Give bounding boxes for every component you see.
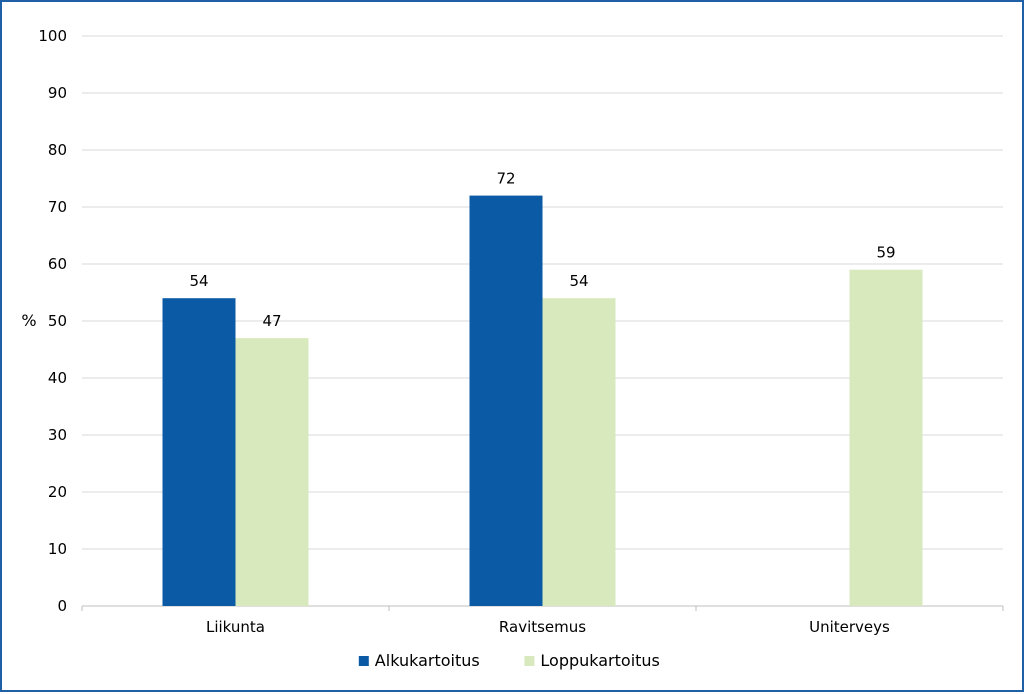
bar-alkukartoitus-liikunta xyxy=(162,298,236,606)
data-label-loppukartoitus-liikunta: 47 xyxy=(262,312,281,330)
y-tick-label-60: 60 xyxy=(48,255,67,273)
data-labels: 54 72 47 54 59 xyxy=(189,170,895,331)
bars xyxy=(162,195,923,606)
x-tick-label-ravitsemus: Ravitsemus xyxy=(499,618,586,636)
y-tick-label-40: 40 xyxy=(48,369,67,387)
data-label-alkukartoitus-liikunta: 54 xyxy=(189,272,208,290)
x-tick-label-liikunta: Liikunta xyxy=(206,618,265,636)
y-tick-label-70: 70 xyxy=(48,198,67,216)
y-tick-label-90: 90 xyxy=(48,84,67,102)
y-tick-label-80: 80 xyxy=(48,141,67,159)
data-label-loppukartoitus-uniterveys: 59 xyxy=(876,244,895,262)
legend-label-alkukartoitus: Alkukartoitus xyxy=(375,651,480,670)
y-tick-label-30: 30 xyxy=(48,426,67,444)
y-axis: 0 10 20 30 40 50 60 70 80 90 100 xyxy=(38,27,67,615)
y-tick-label-0: 0 xyxy=(57,597,67,615)
legend-label-loppukartoitus: Loppukartoitus xyxy=(540,651,660,670)
bar-alkukartoitus-ravitsemus xyxy=(469,195,543,606)
legend-swatch-loppukartoitus xyxy=(524,656,535,666)
legend: Alkukartoitus Loppukartoitus xyxy=(358,651,660,670)
bar-loppukartoitus-liikunta xyxy=(235,338,309,606)
legend-swatch-alkukartoitus xyxy=(358,656,369,666)
y-tick-label-20: 20 xyxy=(48,483,67,501)
x-axis: Liikunta Ravitsemus Uniterveys xyxy=(81,605,1004,636)
data-label-loppukartoitus-ravitsemus: 54 xyxy=(569,272,588,290)
bar-loppukartoitus-ravitsemus xyxy=(542,298,616,606)
y-tick-label-100: 100 xyxy=(38,27,67,45)
y-axis-label: % xyxy=(21,311,36,330)
bar-loppukartoitus-uniterveys xyxy=(849,269,923,606)
y-tick-label-50: 50 xyxy=(48,312,67,330)
data-label-alkukartoitus-ravitsemus: 72 xyxy=(496,170,515,188)
x-tick-label-uniterveys: Uniterveys xyxy=(809,618,890,636)
y-tick-label-10: 10 xyxy=(48,540,67,558)
